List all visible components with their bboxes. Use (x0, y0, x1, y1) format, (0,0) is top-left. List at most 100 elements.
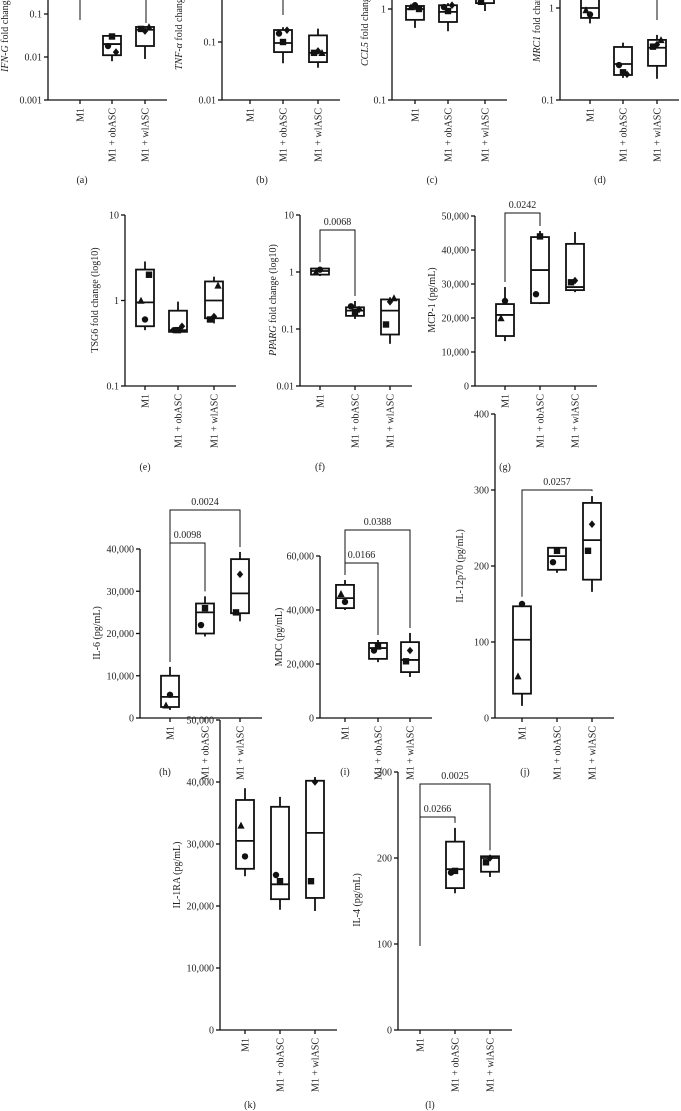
panel-label: (e) (139, 462, 150, 473)
y-tick-label: 0 (309, 714, 314, 725)
y-tick-label: 0.1 (204, 38, 217, 49)
point (236, 570, 244, 579)
y-axis-label: IL-1RA (pg/mL) (172, 842, 183, 909)
x-tick-label: M1 + obASC (174, 394, 185, 448)
y-tick-label: 20,000 (107, 629, 135, 640)
y-tick-label: 40,000 (107, 545, 135, 556)
x-tick-label: M1 (501, 394, 512, 408)
p-value: 0.0266 (424, 804, 452, 815)
point (477, 0, 485, 5)
y-axis-label: IL-6 (pg/mL) (92, 606, 103, 660)
point (141, 27, 149, 35)
y-tick-label: 0.1 (107, 382, 120, 393)
x-tick-label: M1 + obASC (276, 1038, 287, 1092)
point (514, 672, 522, 680)
y-tick-label: 0 (464, 382, 469, 393)
p-value: 0.0242 (509, 200, 537, 211)
point (210, 312, 218, 321)
panel-label: (l) (425, 1100, 434, 1111)
x-tick-label: M1 + obASC (536, 394, 547, 448)
y-tick-label: 40,000 (442, 246, 470, 257)
point (145, 23, 153, 31)
x-tick-label: M1 (166, 726, 177, 740)
panel-label: (g) (499, 462, 511, 473)
point (649, 43, 657, 50)
panel-label: (f) (315, 462, 325, 473)
x-tick-label: M1 + obASC (619, 108, 630, 162)
y-axis-label: MRC1 fold change (log10) (532, 0, 543, 63)
point (145, 271, 153, 278)
panel: 0 10,000 20,000 30,000 40,000 M1 M1 + obASC M1 … (92, 497, 262, 780)
x-tick-label: M1 (341, 726, 352, 740)
y-tick-label: 1 (114, 296, 119, 307)
point (206, 316, 214, 323)
y-tick-label: 200 (474, 562, 489, 573)
point (104, 42, 112, 50)
point (276, 878, 284, 885)
y-tick-label: 50,000 (187, 716, 215, 727)
point (337, 590, 345, 597)
y-tick-label: 10 (109, 211, 119, 222)
y-axis-label: MCP-1 (pg/mL) (427, 267, 438, 332)
x-tick-label: M1 + wlASC (486, 1038, 497, 1092)
point (275, 30, 283, 37)
x-tick-label: M1 + wlASC (653, 108, 664, 162)
point (451, 867, 459, 875)
point (567, 279, 575, 286)
y-tick-label: 20,000 (287, 660, 315, 671)
x-tick-label: M1 + obASC (374, 726, 385, 780)
point (201, 604, 209, 612)
box (512, 605, 532, 695)
y-tick-label: 100 (474, 638, 489, 649)
point (415, 5, 423, 13)
y-tick-label: 20,000 (442, 314, 470, 325)
panel-label: (j) (520, 767, 529, 778)
point (532, 291, 540, 298)
point (553, 547, 561, 554)
point (232, 609, 240, 616)
panel: 0.001 0.01 0.1 M1 M1 + obASC M1 + wlASC IFN-G … (0, 0, 167, 186)
box (565, 242, 585, 292)
bracket (419, 783, 491, 946)
point (390, 294, 398, 302)
point (141, 316, 149, 323)
point (402, 658, 410, 665)
y-tick-label: 20,000 (187, 902, 215, 913)
point (549, 559, 557, 566)
y-axis-label: TNF-α fold change (log10) (174, 0, 185, 70)
box (582, 502, 602, 581)
y-axis-label: IL-12p70 (pg/mL) (455, 529, 466, 603)
panel-label: (b) (256, 175, 268, 186)
bracket (169, 542, 206, 662)
y-tick-label: 1 (289, 268, 294, 279)
point (615, 61, 623, 69)
box (270, 805, 290, 901)
point (307, 878, 315, 885)
x-tick-label: M1 + wlASC (236, 726, 247, 780)
x-tick-label: M1 (76, 108, 87, 122)
bracket (504, 212, 541, 283)
panel: 0 20,000 40,000 60,000 M1 M1 + obASC M1 + wlAS… (274, 517, 432, 780)
y-tick-label: 0.01 (277, 382, 295, 393)
point (374, 643, 382, 650)
y-tick-label: 0.001 (20, 96, 43, 107)
panel: 0.1 1 M1 M1 + obASC M1 + wlASC CCL5 fold chan… (360, 0, 507, 186)
x-tick-label: M1 (241, 1038, 252, 1052)
point (588, 520, 596, 528)
y-tick-label: 0.01 (199, 96, 217, 107)
point (341, 598, 349, 606)
x-tick-label: M1 + obASC (108, 108, 119, 162)
point (214, 281, 222, 289)
point (137, 296, 145, 304)
point (582, 6, 590, 14)
p-value: 0.0098 (174, 530, 202, 541)
p-value: 0.0388 (364, 517, 392, 528)
point (584, 547, 592, 554)
point (174, 326, 182, 334)
point (312, 268, 320, 276)
y-tick-label: 10,000 (187, 964, 215, 975)
y-tick-label: 0 (129, 714, 134, 725)
point (316, 266, 324, 273)
x-tick-label: M1 + wlASC (386, 394, 397, 448)
y-axis-label: PPARG fold change (log10) (268, 244, 279, 357)
